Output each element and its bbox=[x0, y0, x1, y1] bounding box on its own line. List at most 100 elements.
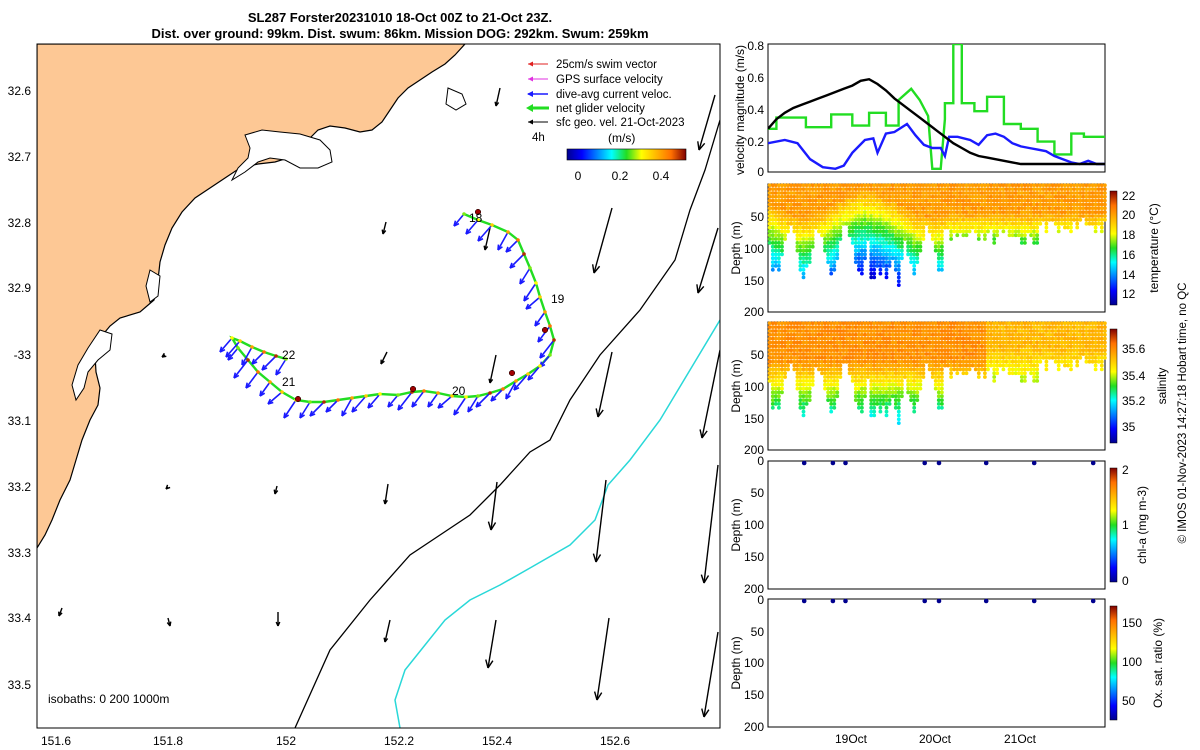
velocity-series-line bbox=[768, 77, 1105, 166]
temperature-point bbox=[773, 194, 778, 199]
temperature-point bbox=[866, 217, 870, 222]
figure-title-line2: Dist. over ground: 99km. Dist. swum: 86k… bbox=[151, 26, 648, 41]
temperature-point bbox=[835, 202, 840, 207]
temperature-point bbox=[887, 187, 892, 192]
temperature-point bbox=[875, 237, 880, 241]
temperature-point bbox=[884, 275, 889, 280]
track-speed-point bbox=[552, 338, 556, 342]
salinity-point bbox=[789, 344, 794, 349]
salinity-point bbox=[1035, 375, 1040, 379]
geostrophic-arrow bbox=[483, 227, 491, 251]
dive-current-arrow-shaft bbox=[267, 391, 283, 405]
temperature-point bbox=[918, 183, 923, 188]
salinity-point bbox=[992, 379, 997, 383]
temperature-point bbox=[906, 221, 910, 226]
temperature-point bbox=[823, 233, 827, 238]
dive-current-arrow bbox=[475, 392, 491, 408]
temperature-point bbox=[936, 217, 941, 222]
temperature-point bbox=[881, 221, 886, 226]
temperature-point bbox=[896, 241, 901, 245]
dive-current-arrow-shaft bbox=[437, 395, 453, 409]
temperature-point bbox=[943, 194, 947, 199]
temperature-point bbox=[986, 191, 990, 195]
temperature-point bbox=[896, 202, 901, 207]
temperature-point bbox=[1038, 206, 1043, 211]
temperature-point bbox=[807, 256, 812, 261]
temperature-point bbox=[1032, 217, 1036, 222]
temperature-point bbox=[1103, 194, 1107, 199]
salinity-point bbox=[770, 348, 775, 353]
temperature-point bbox=[955, 229, 960, 234]
arrow-icon bbox=[526, 104, 533, 112]
temperature-point bbox=[903, 217, 907, 222]
track-speed-point bbox=[262, 350, 266, 354]
temperature-point bbox=[810, 198, 815, 203]
salinity-point bbox=[807, 386, 812, 391]
temperature-point bbox=[1063, 198, 1067, 203]
temperature-point bbox=[976, 217, 981, 222]
temperature-point bbox=[900, 206, 904, 211]
temperature-point bbox=[767, 237, 772, 241]
temperature-point bbox=[887, 244, 892, 249]
temperature-point bbox=[946, 214, 950, 218]
temperature-point bbox=[976, 225, 981, 230]
temperature-point bbox=[863, 206, 867, 211]
temperature-point bbox=[1001, 194, 1006, 199]
salinity-point bbox=[783, 321, 787, 326]
temperature-point bbox=[878, 256, 883, 261]
temperature-point bbox=[887, 202, 892, 207]
dive-current-arrow-head bbox=[367, 402, 374, 409]
temperature-point bbox=[900, 221, 904, 226]
salinity-point bbox=[798, 336, 803, 341]
temperature-point bbox=[841, 206, 846, 211]
temperature-point bbox=[952, 214, 957, 218]
geostrophic-arrow-shaft bbox=[380, 351, 388, 365]
temperature-point bbox=[909, 191, 913, 195]
temperature-point bbox=[1075, 187, 1080, 192]
dive-current-arrow-shaft bbox=[219, 337, 233, 353]
temperature-point bbox=[850, 183, 855, 188]
temperature-point bbox=[881, 194, 886, 199]
temperature-point bbox=[1096, 183, 1101, 188]
temperature-point bbox=[1032, 241, 1036, 245]
temperature-point bbox=[866, 237, 870, 241]
temperature-point bbox=[798, 214, 803, 218]
salinity-point bbox=[798, 332, 803, 337]
temperature-point bbox=[829, 210, 834, 215]
temperature-point bbox=[921, 225, 926, 230]
temperature-point bbox=[918, 194, 923, 199]
salinity-point bbox=[801, 413, 806, 418]
temperature-point bbox=[881, 225, 886, 230]
temperature-point bbox=[1041, 191, 1046, 195]
temperature-point bbox=[976, 221, 981, 226]
dive-current-arrow bbox=[427, 392, 439, 408]
temperature-point bbox=[853, 202, 858, 207]
temperature-point bbox=[847, 194, 852, 199]
temperature-point bbox=[900, 244, 904, 249]
temperature-point bbox=[976, 183, 981, 188]
salinity-point bbox=[801, 352, 806, 356]
temperature-point bbox=[927, 194, 932, 199]
oxygen-y-label: Depth (m) bbox=[729, 636, 743, 689]
temperature-point bbox=[946, 202, 950, 207]
geostrophic-arrow-head bbox=[383, 637, 389, 643]
salinity-point bbox=[795, 321, 800, 326]
temperature-point bbox=[810, 244, 815, 249]
temperature-point bbox=[801, 210, 806, 215]
temperature-point bbox=[915, 252, 920, 257]
salinity-point bbox=[798, 375, 803, 379]
temperature-point bbox=[887, 217, 892, 222]
salinity-point bbox=[777, 359, 781, 364]
temperature-point bbox=[1053, 221, 1058, 226]
salinity-point bbox=[1103, 321, 1107, 326]
temperature-point bbox=[943, 210, 947, 215]
temperature-point bbox=[866, 229, 870, 234]
temperature-point bbox=[1072, 194, 1076, 199]
velocity-y-tick: 0 bbox=[757, 165, 764, 179]
temperature-point bbox=[770, 198, 775, 203]
temperature-point bbox=[770, 214, 775, 218]
temperature-point bbox=[829, 271, 834, 276]
temperature-point bbox=[890, 248, 895, 253]
temperature-point bbox=[875, 244, 880, 249]
temperature-cbar-tick: 20 bbox=[1122, 208, 1136, 222]
